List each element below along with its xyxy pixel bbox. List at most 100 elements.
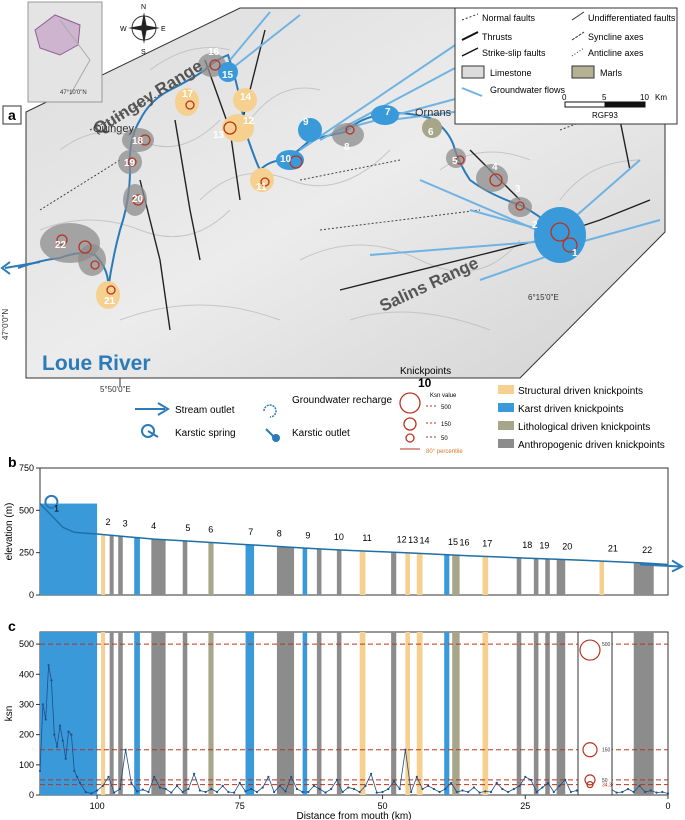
band-c-anthropogenic [633,632,654,795]
map-label-13: 13 [213,130,225,141]
ksn-point [467,790,470,794]
ksn-point [118,787,121,791]
ytick-label-c: 300 [19,699,34,709]
map-panel: 1 2 3 4 5 6 7 8 9 10 11 12 13 14 15 16 1… [0,1,678,394]
ksn-point [341,790,344,794]
ksn-point [284,790,287,793]
swatch-lithological [498,421,514,430]
groundwater-recharge-icon [263,404,277,418]
band-b-structural [101,534,106,595]
ksn-point [501,787,504,791]
band-b-structural [482,556,489,595]
knickpoint-zones [40,53,586,309]
knickpoint-label-b-4: 4 [151,521,156,531]
ksn-point [58,724,62,727]
band-c-anthropogenic [533,632,539,795]
ksn-point [170,791,173,794]
band-b-anthropogenic [182,540,188,595]
band-b-anthropogenic [391,552,397,595]
ksn-point [364,784,367,787]
ksn-point [50,679,53,682]
swatch-anthropogenic [498,439,514,448]
band-c-karst [444,632,450,795]
ksn-point [655,791,658,794]
band-b-structural [359,550,366,595]
ksn-point [193,772,196,775]
ksn-point [64,757,67,760]
ksn-point [661,790,664,794]
xtick-label-c: 25 [520,801,530,811]
ytick-label-c: 500 [19,639,34,649]
band-c-anthropogenic [118,632,123,795]
legend-strike-slip: Strike-slip faults [482,48,546,58]
ksn-point [164,787,167,791]
knickpoint-label-b-15: 15 [448,537,458,547]
compass-e: E [161,26,166,33]
legend-anthropogenic: Anthropogenic driven knickpoints [518,440,665,451]
map-label-2: 2 [532,220,538,231]
xtick-label-c: 0 [665,801,670,811]
knickpoint-label-b-18: 18 [522,540,532,550]
band-c-anthropogenic [391,632,397,795]
ksn-scale-box [577,631,613,796]
normal-faults [39,89,641,231]
band-c-karst [40,632,98,795]
legend-stream-outlet: Stream outlet [175,405,235,416]
ksn-point [461,789,464,792]
ksn-point [227,790,230,794]
ksn-point [569,790,573,794]
map-label-14: 14 [240,92,252,103]
legend-undiff-faults: Undifferentiated faults [588,13,676,23]
map-label-7: 7 [385,107,391,118]
ksn-point [358,790,361,794]
quingey-label: Quingey [93,123,134,135]
panel-b-letter: b [8,454,17,470]
legend-karstic-spring: Karstic spring [175,428,236,439]
ksn-point [632,790,635,794]
ytick-label-c: 400 [19,669,34,679]
ksn-point [518,784,521,787]
map-label-22: 22 [55,240,67,251]
band-b-anthropogenic [316,548,322,595]
ksn-point [330,787,333,791]
ksn-point [666,792,670,795]
ksn-point [295,787,298,791]
ksn-point [495,781,498,784]
ksn-point [472,786,475,789]
legend-ksn-150: 150 [441,422,452,428]
band-b-anthropogenic [533,558,539,595]
outlet-arrowhead [671,559,685,573]
band-b-anthropogenic [276,546,295,595]
ytick-label-b: 250 [19,548,34,558]
map-label-9: 9 [303,117,309,128]
band-b-lithological [452,555,460,595]
ksn-point [215,790,219,794]
ksn-point [70,733,73,736]
ylabel-c: ksn [4,706,15,722]
band-b-structural [405,552,410,595]
scale-crs: RGF93 [592,111,618,120]
ksn-point [238,781,241,784]
inset-lat-label: 47°10'0"N [60,90,87,96]
ksn-scale-circle [584,774,596,786]
ksn-point [415,775,418,778]
spring-icon [44,494,59,509]
ksn-point [141,788,144,791]
legend-structural: Structural driven knickpoints [518,386,643,397]
legend-karstic-outlet: Karstic outlet [292,428,350,439]
knickpoint-label-b-9: 9 [305,530,310,540]
ksn-point [90,792,93,795]
ksn-point [267,775,270,778]
ksn-point [438,790,441,794]
ornans-label: Ornans [415,107,452,119]
ksn-point [615,791,618,794]
ksn-point [210,787,213,791]
ksn-point [318,787,321,791]
ksn-point [421,787,424,791]
knickpoint-circles [56,59,578,295]
location-inset: 47°10'0"N [27,1,103,103]
ksn-point [278,784,281,787]
band-b-anthropogenic [556,559,566,595]
legend-percentile: 80° percentile [426,449,463,455]
band-c-structural [405,632,410,795]
